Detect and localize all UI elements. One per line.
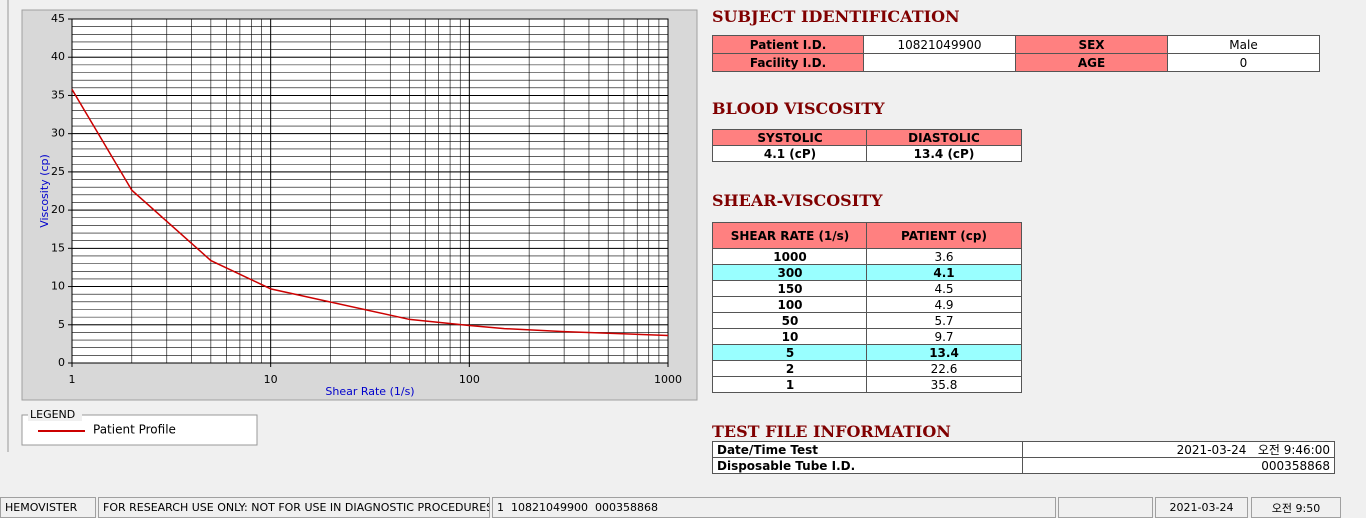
column-header: PATIENT (cp) [866, 222, 1022, 249]
status-cell [1058, 497, 1153, 518]
field-label: Facility I.D. [712, 53, 864, 72]
column-header: SYSTOLIC [712, 129, 868, 146]
status-cell: FOR RESEARCH USE ONLY: NOT FOR USE IN DI… [98, 497, 490, 518]
legend-title: LEGEND [30, 408, 75, 421]
field-value: 0 [1167, 53, 1320, 72]
table-cell: 9.7 [866, 328, 1022, 345]
section-title: SHEAR-VISCOSITY [712, 191, 883, 210]
y-tick-label: 25 [51, 165, 65, 178]
field-value: Male [1167, 35, 1320, 54]
field-label: SEX [1015, 35, 1168, 54]
x-tick-label: 1000 [654, 373, 682, 386]
table-cell: 50 [712, 312, 868, 329]
field-value: 10821049900 [863, 35, 1016, 54]
legend-title-bg [28, 409, 82, 421]
x-tick-label: 10 [264, 373, 278, 386]
y-tick-label: 10 [51, 280, 65, 293]
table-cell: 3.6 [866, 248, 1022, 265]
section-title: TEST FILE INFORMATION [712, 422, 951, 441]
table-cell: 5 [712, 344, 868, 361]
table-cell: 100 [712, 296, 868, 313]
y-tick-label: 20 [51, 203, 65, 216]
x-axis-label: Shear Rate (1/s) [325, 385, 414, 398]
table-cell: 10 [712, 328, 868, 345]
y-tick-label: 5 [58, 318, 65, 331]
table-cell: 13.4 [866, 344, 1022, 361]
status-cell: HEMOVISTER [0, 497, 96, 518]
table-cell: 1000 [712, 248, 868, 265]
column-header: DIASTOLIC [866, 129, 1022, 146]
field-value: 2021-03-24 오전 9:46:00 [1022, 441, 1335, 458]
chart: Viscosity (cp) Shear Rate (1/s) LEGEND 0… [7, 0, 698, 452]
table-cell: 5.7 [866, 312, 1022, 329]
x-tick-label: 100 [459, 373, 480, 386]
plot-area [72, 19, 668, 363]
field-label: Patient I.D. [712, 35, 864, 54]
table-cell: 35.8 [866, 376, 1022, 393]
status-cell: 1 10821049900 000358868 [492, 497, 1056, 518]
table-cell: 300 [712, 264, 868, 281]
field-label: Disposable Tube I.D. [712, 457, 1023, 474]
y-tick-label: 15 [51, 241, 65, 254]
x-tick-label: 1 [69, 373, 76, 386]
status-cell: 2021-03-24 [1155, 497, 1248, 518]
data-line [71, 88, 669, 337]
table-cell: 4.5 [866, 280, 1022, 297]
field-value [863, 53, 1016, 72]
table-cell: 22.6 [866, 360, 1022, 377]
table-cell: 2 [712, 360, 868, 377]
y-tick-label: 0 [58, 356, 65, 369]
table-cell: 4.1 [866, 264, 1022, 281]
table-cell: 4.9 [866, 296, 1022, 313]
plot-border [71, 18, 669, 364]
section-title: SUBJECT IDENTIFICATION [712, 7, 960, 26]
legend-label: Patient Profile [93, 423, 176, 437]
field-label: AGE [1015, 53, 1168, 72]
column-header: SHEAR RATE (1/s) [712, 222, 868, 249]
value-cell: 4.1 (cP) [712, 145, 868, 162]
field-label: Date/Time Test [712, 441, 1023, 458]
y-tick-label: 30 [51, 127, 65, 140]
field-value: 000358868 [1022, 457, 1335, 474]
table-cell: 150 [712, 280, 868, 297]
y-tick-label: 40 [51, 50, 65, 63]
table-cell: 1 [712, 376, 868, 393]
y-tick-label: 35 [51, 88, 65, 101]
y-tick-label: 45 [51, 12, 65, 25]
section-title: BLOOD VISCOSITY [712, 99, 885, 118]
value-cell: 13.4 (cP) [866, 145, 1022, 162]
status-cell: 오전 9:50 [1251, 497, 1341, 518]
y-axis-label: Viscosity (cp) [38, 154, 51, 228]
